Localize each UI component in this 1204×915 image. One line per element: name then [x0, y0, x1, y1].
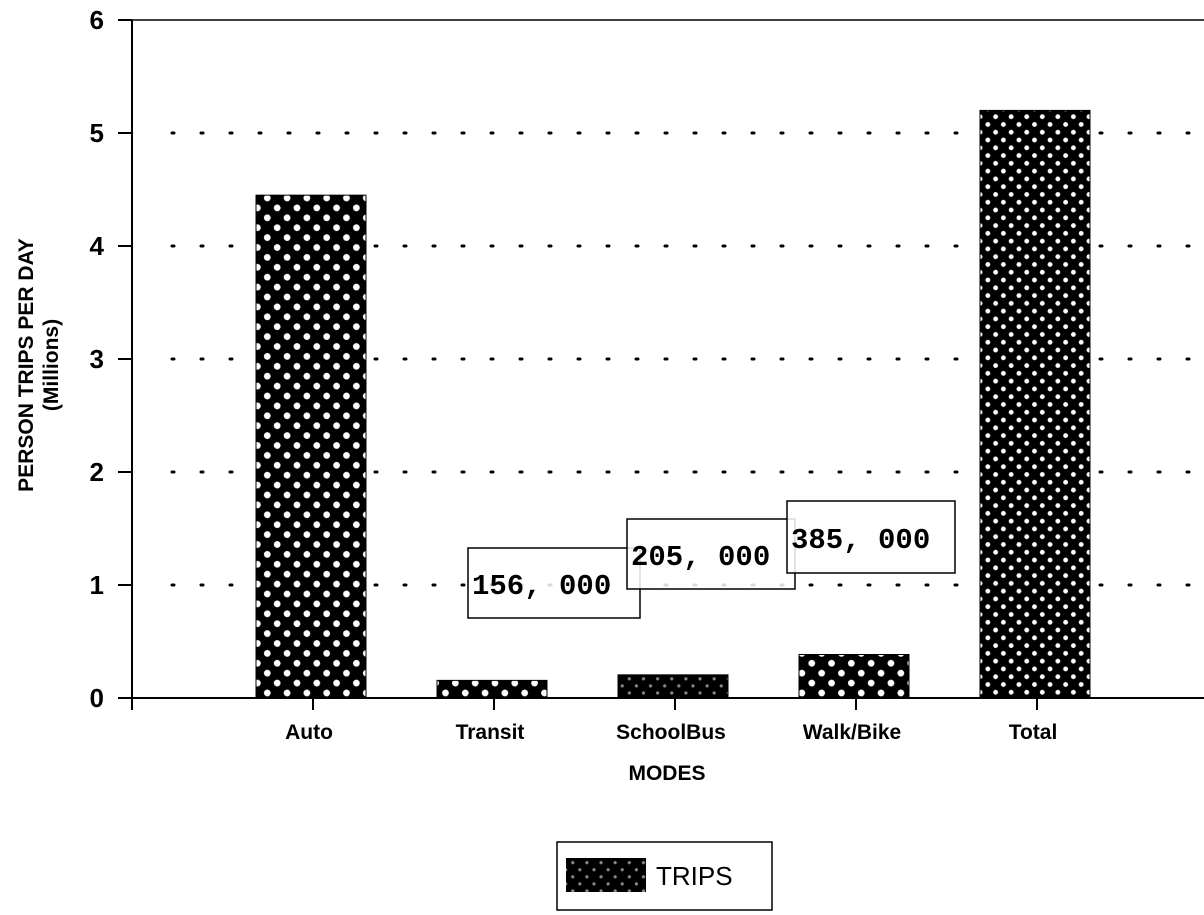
x-tick-label: SchoolBus: [616, 721, 726, 744]
value-callouts: 156, 000 205, 000 385, 000: [467, 500, 956, 619]
y-tick-label: 4: [90, 231, 105, 261]
callout-box-schoolbus: [626, 518, 796, 590]
x-tick-label: Total: [1009, 721, 1058, 744]
bar-transit: [436, 679, 548, 699]
legend-swatch: [566, 858, 646, 892]
y-axis-units: (Millions): [40, 319, 63, 411]
x-tick-label: Auto: [285, 721, 333, 744]
x-tick-label: Walk/Bike: [803, 721, 901, 744]
callout-label-schoolbus: 205, 000: [631, 541, 770, 574]
y-tick-label: 2: [90, 457, 104, 487]
axes-group: [118, 19, 1204, 710]
x-tick-label: Transit: [456, 721, 525, 744]
bar-total: [979, 109, 1091, 699]
callout-label-transit: 156, 000: [472, 570, 611, 603]
y-tick-labels: 0 1 2 3 4 5 6: [90, 5, 105, 713]
y-tick-label: 3: [90, 344, 104, 374]
callout-box-walk-bike: [786, 500, 956, 574]
x-category-labels: Auto Transit SchoolBus Walk/Bike Total: [285, 721, 1057, 744]
bar-auto: [255, 194, 367, 699]
bar-schoolbus: [617, 674, 729, 699]
y-axis-title: PERSON TRIPS PER DAY: [15, 238, 38, 492]
bars-group: [255, 109, 1091, 699]
legend-label-trips: TRIPS: [656, 861, 733, 891]
y-tick-label: 0: [90, 683, 104, 713]
y-tick-label: 6: [90, 5, 104, 35]
y-tick-label: 5: [90, 118, 104, 148]
legend: TRIPS: [556, 841, 773, 911]
x-axis-title: MODES: [628, 762, 705, 785]
y-tick-label: 1: [90, 570, 104, 600]
callout-label-walk-bike: 385, 000: [791, 524, 930, 557]
callout-box-transit: [467, 547, 641, 619]
bar-walk-bike: [798, 653, 910, 699]
